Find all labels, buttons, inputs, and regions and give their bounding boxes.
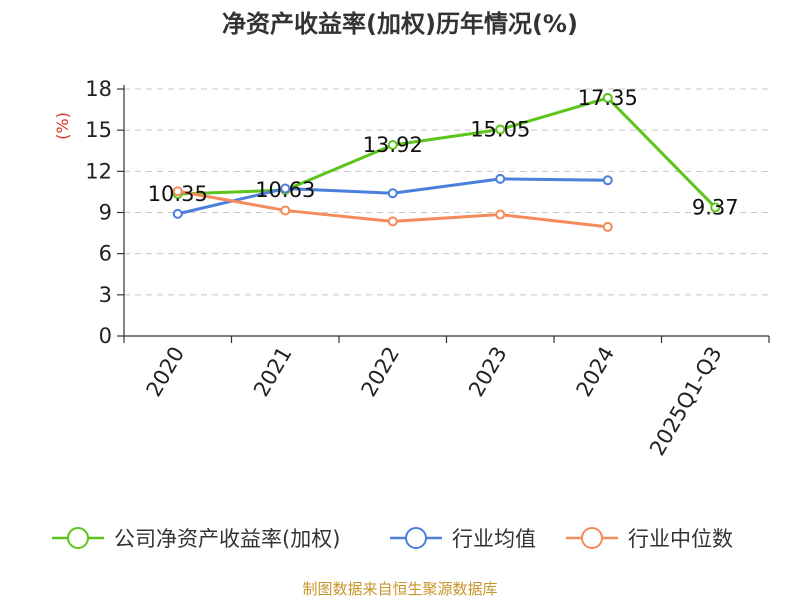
x-tick-label: 2024: [572, 343, 620, 401]
y-tick-label: 12: [85, 159, 112, 183]
legend-item: 行业中位数: [566, 527, 733, 551]
x-tick-label: 2021: [249, 343, 297, 401]
x-tick-label: 2023: [464, 343, 512, 401]
x-tick-label: 2020: [142, 343, 190, 401]
y-tick-label: 9: [99, 201, 112, 225]
legend-marker: [405, 527, 427, 549]
legend-label: 公司净资产收益率(加权): [114, 527, 340, 551]
axes: 0 3 6 9 12 15 18 2020 2021 2022 2023 2024 2025Q1-Q3: [85, 77, 770, 460]
series-layer: [172, 92, 721, 232]
x-tick-label: 2025Q1-Q3: [645, 343, 727, 460]
data-point: [387, 139, 398, 150]
data-point: [387, 188, 398, 199]
series-line: [177, 96, 717, 209]
data-point: [602, 175, 613, 186]
source-note: 制图数据来自恒生聚源数据库: [302, 580, 497, 598]
x-tick-label: 2022: [357, 343, 405, 401]
data-labels: 10.35 10.63 13.92 15.05 17.35 9.37: [148, 86, 739, 220]
data-point: [280, 205, 291, 216]
chart-title: 净资产收益率(加权)历年情况(%): [222, 10, 578, 38]
data-point: [280, 183, 291, 194]
data-point: [710, 202, 721, 213]
data-point: [602, 221, 613, 232]
data-point: [172, 186, 183, 197]
data-point: [495, 173, 506, 184]
legend-marker: [67, 527, 89, 549]
data-label: 10.63: [255, 178, 315, 202]
data-label: 13.92: [363, 133, 423, 157]
y-tick-label: 15: [85, 118, 112, 142]
data-point: [387, 216, 398, 227]
y-axis-label: (%): [53, 112, 72, 140]
legend-marker: [581, 527, 603, 549]
grid-lines: [124, 88, 769, 296]
data-point: [495, 209, 506, 220]
data-point: [172, 208, 183, 219]
legend-item: 行业均值: [390, 527, 536, 551]
data-point: [602, 92, 613, 103]
data-label: 9.37: [692, 195, 739, 219]
data-point: [495, 124, 506, 135]
y-tick-label: 3: [99, 283, 112, 307]
legend-label: 行业均值: [452, 527, 536, 551]
y-tick-label: 6: [99, 242, 112, 266]
legend-item: 公司净资产收益率(加权): [52, 527, 340, 551]
data-label: 15.05: [470, 117, 530, 141]
legend-label: 行业中位数: [628, 527, 733, 551]
data-label: 10.35: [148, 182, 208, 206]
legend: 公司净资产收益率(加权) 行业均值 行业中位数: [52, 527, 733, 551]
series-1: [172, 173, 613, 219]
y-tick-label: 0: [99, 324, 112, 348]
data-label: 17.35: [578, 86, 638, 110]
y-tick-label: 18: [85, 77, 112, 101]
series-2: [172, 186, 613, 232]
